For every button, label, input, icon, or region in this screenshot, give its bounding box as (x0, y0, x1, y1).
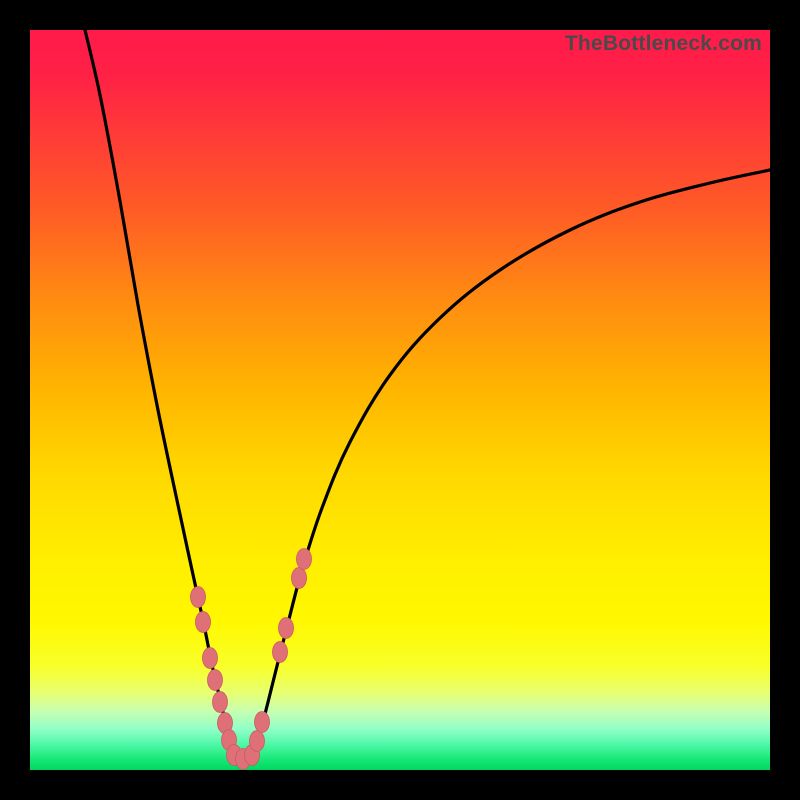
outer-frame: TheBottleneck.com (0, 0, 800, 800)
plot-area: TheBottleneck.com (30, 30, 770, 770)
data-markers (191, 549, 312, 770)
watermark-text: TheBottleneck.com (565, 32, 762, 56)
data-marker (297, 549, 312, 570)
data-marker (196, 612, 211, 633)
data-marker (273, 642, 288, 663)
data-marker (292, 568, 307, 589)
data-marker (255, 712, 270, 733)
data-marker (191, 587, 206, 608)
bottleneck-curve-chart (30, 30, 770, 770)
data-marker (279, 618, 294, 639)
data-marker (213, 692, 228, 713)
data-marker (208, 670, 223, 691)
data-marker (203, 648, 218, 669)
right-curve (252, 170, 770, 758)
data-marker (250, 731, 265, 752)
